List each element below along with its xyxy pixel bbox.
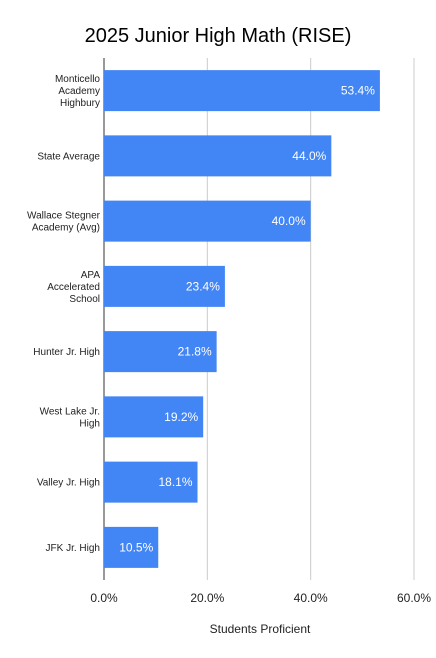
bar [104, 396, 204, 438]
bar [104, 135, 332, 177]
x-tick-label: 20.0% [190, 591, 224, 605]
bar [104, 526, 159, 568]
data-label: 23.4% [186, 279, 220, 293]
category-label: Hunter Jr. High [33, 347, 100, 358]
category-label: Accelerated [47, 282, 100, 293]
x-tick-labels: 0.0% 20.0% 40.0% 60.0% [90, 591, 431, 605]
category-label: Academy [58, 86, 100, 97]
data-label: 19.2% [164, 410, 198, 424]
category-label: APA [81, 270, 101, 281]
category-label: West Lake Jr. [40, 406, 100, 417]
bar [104, 265, 225, 307]
category-label: JFK Jr. High [46, 543, 100, 554]
category-label: Academy (Avg) [32, 223, 100, 234]
data-label: 21.8% [178, 345, 212, 359]
x-tick-label: 60.0% [397, 591, 431, 605]
category-label: Valley Jr. High [37, 478, 100, 489]
data-label: 10.5% [119, 540, 153, 554]
category-label: Highbury [60, 98, 100, 109]
data-label: 53.4% [341, 84, 375, 98]
x-tick-label: 40.0% [294, 591, 328, 605]
bar [104, 70, 380, 112]
bars: 53.4% 44.0% 40.0% 23.4% 21.8% 19.2% 18.1% 10.5% [104, 70, 380, 568]
data-label: 40.0% [272, 214, 306, 228]
x-tick-label: 0.0% [90, 591, 118, 605]
bar [104, 331, 217, 373]
category-label: Wallace Stegner [27, 211, 101, 222]
category-label: High [79, 418, 100, 429]
x-axis-title: Students Proficient [210, 622, 311, 636]
data-label: 44.0% [292, 149, 326, 163]
data-label: 18.1% [158, 475, 192, 489]
category-label: Monticello [55, 74, 100, 85]
bar [104, 461, 198, 503]
bar [104, 200, 311, 242]
category-label: State Average [37, 151, 100, 162]
chart-title: 2025 Junior High Math (RISE) [85, 25, 352, 47]
category-label: School [69, 294, 100, 305]
